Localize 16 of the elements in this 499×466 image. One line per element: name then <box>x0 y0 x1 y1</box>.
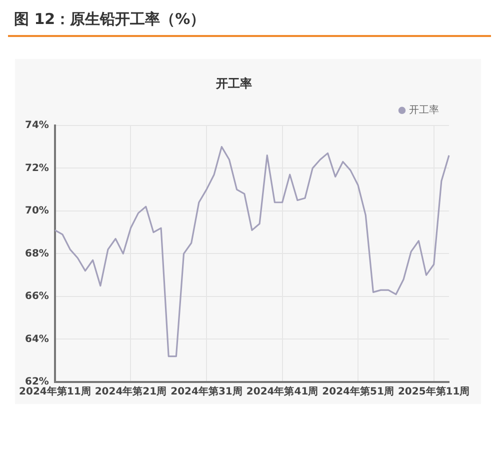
x-tick-label: 2024年第51周 <box>322 386 394 398</box>
chart-title: 图 12：原生铅开工率（%） <box>8 8 491 37</box>
y-tick-label: 62% <box>25 376 49 388</box>
chart-subtitle: 开工率 <box>215 76 252 90</box>
y-tick-label: 72% <box>25 162 49 174</box>
y-tick-label: 70% <box>25 206 49 217</box>
x-tick-label: 2024年第31周 <box>170 386 242 398</box>
legend-label: 开工率 <box>409 104 439 116</box>
x-tick-label: 2024年第11周 <box>19 386 91 398</box>
y-tick-label: 74% <box>25 120 49 131</box>
y-tick-label: 66% <box>25 291 49 302</box>
x-tick-label: 2024年第21周 <box>94 386 167 398</box>
y-tick-label: 64% <box>25 334 49 345</box>
x-tick-label: 2024年第41周 <box>246 386 318 398</box>
x-tick-label: 2025年第11周 <box>398 386 470 398</box>
y-tick-label: 68% <box>25 248 49 260</box>
